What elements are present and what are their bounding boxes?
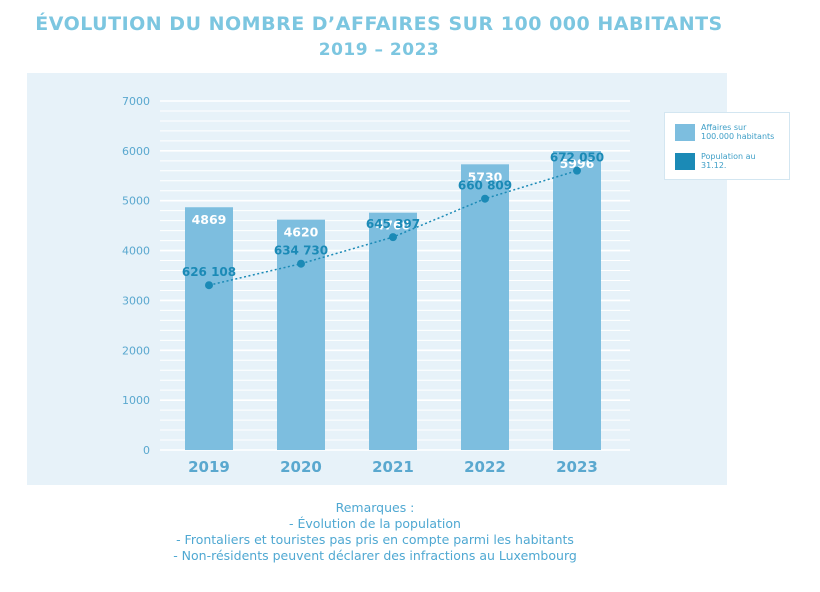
bar-value-label: 4869 xyxy=(192,212,227,227)
legend-label-bars: Affaires sur 100.000 habitants xyxy=(701,123,775,141)
y-tick-label: 2000 xyxy=(122,344,150,357)
x-tick-label: 2019 xyxy=(188,458,230,476)
bar-value-label: 4620 xyxy=(284,225,319,240)
x-tick-label: 2023 xyxy=(556,458,598,476)
remarks: Remarques : - Évolution de la population… xyxy=(140,500,610,564)
population-value-label: 660 809 xyxy=(458,179,512,193)
y-tick-label: 1000 xyxy=(122,394,150,407)
y-tick-label: 4000 xyxy=(122,245,150,258)
population-point xyxy=(297,259,305,268)
bar-2020 xyxy=(277,219,325,450)
population-value-label: 672 050 xyxy=(550,151,604,165)
bar-2021 xyxy=(369,212,417,450)
y-tick-label: 7000 xyxy=(122,95,150,108)
legend: Affaires sur 100.000 habitants Populatio… xyxy=(664,112,790,180)
population-value-label: 634 730 xyxy=(274,244,328,258)
y-tick-label: 5000 xyxy=(122,195,150,208)
population-value-label: 626 108 xyxy=(182,265,236,279)
bar-value-label: 5996 xyxy=(560,156,595,171)
bar-2022 xyxy=(461,164,509,450)
chart-subtitle: 2019 – 2023 xyxy=(318,40,440,60)
population-point xyxy=(573,166,581,175)
bar-2019 xyxy=(185,207,233,450)
legend-swatch-bars xyxy=(675,123,695,141)
population-point xyxy=(481,194,489,203)
remark-item: - Frontaliers et touristes pas pris en c… xyxy=(176,532,574,547)
bar-value-label: 4760 xyxy=(376,218,411,233)
population-point xyxy=(389,233,397,242)
legend-item-bars: Affaires sur 100.000 habitants xyxy=(675,123,779,141)
population-point xyxy=(205,281,213,290)
y-tick-label: 0 xyxy=(143,444,150,457)
y-tick-label: 6000 xyxy=(122,145,150,158)
bar-2023 xyxy=(553,151,601,450)
legend-swatch-population xyxy=(675,152,695,170)
remark-item: - Non-résidents peuvent déclarer des inf… xyxy=(173,548,577,563)
y-tick-label: 3000 xyxy=(122,294,150,307)
remark-item: - Évolution de la population xyxy=(289,516,461,531)
remarks-heading: Remarques : xyxy=(335,500,415,515)
x-tick-label: 2021 xyxy=(372,458,414,476)
bar-value-label: 5730 xyxy=(468,169,503,184)
population-value-label: 645 397 xyxy=(366,217,420,231)
chart-title: ÉVOLUTION DU NOMBRE D’AFFAIRES SUR 100 0… xyxy=(35,13,723,35)
x-tick-label: 2020 xyxy=(280,458,322,476)
x-tick-label: 2022 xyxy=(464,458,506,476)
legend-item-population: Population au 31.12. xyxy=(675,152,779,170)
legend-label-population: Population au 31.12. xyxy=(701,152,756,170)
